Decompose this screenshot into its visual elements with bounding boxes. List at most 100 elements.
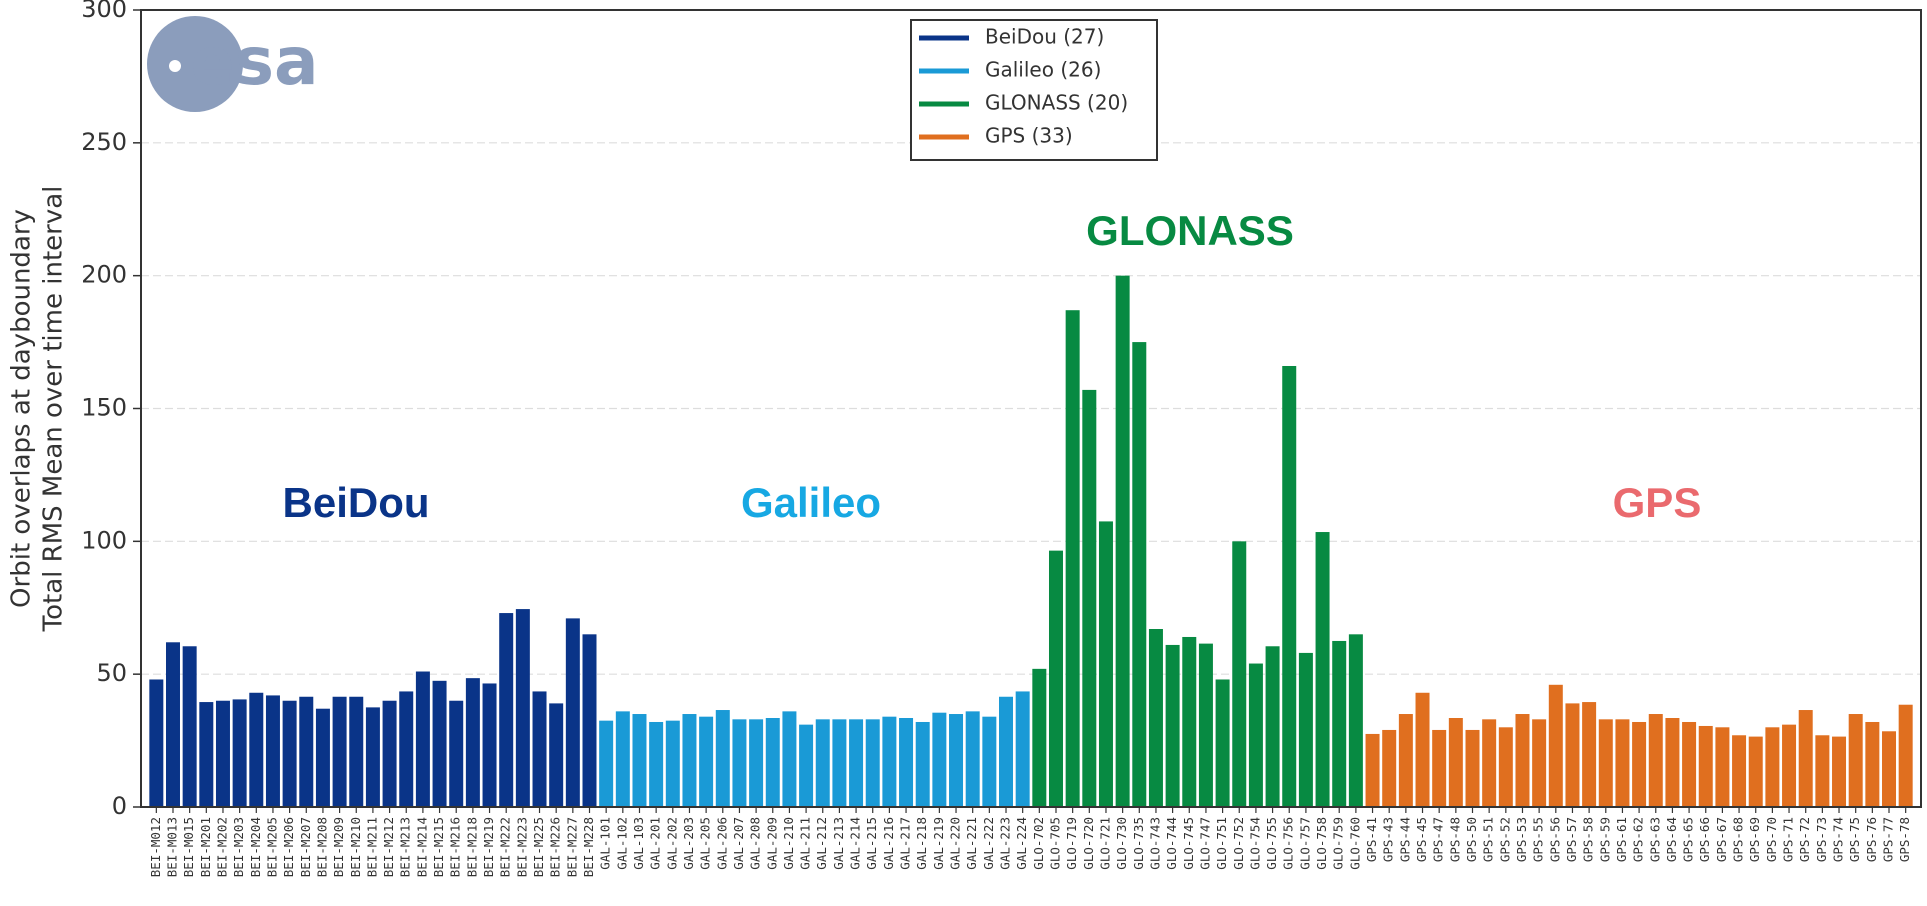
x-tick-label: GLO-747 [1197, 817, 1212, 870]
bar [1182, 636, 1197, 807]
bar [1582, 702, 1597, 807]
x-tick-label: GLO-755 [1264, 817, 1279, 870]
x-tick-label: GLO-759 [1331, 817, 1346, 870]
bar [415, 671, 430, 807]
bar [1482, 719, 1497, 807]
x-tick-label: GLO-730 [1114, 817, 1129, 870]
bar [1465, 729, 1480, 807]
bar [815, 719, 830, 807]
y-tick-label: 300 [81, 0, 127, 23]
bar [682, 714, 697, 807]
bar [832, 719, 847, 807]
x-tick-label: GPS-68 [1731, 817, 1746, 862]
bar [949, 714, 964, 807]
plot-frame [140, 9, 1922, 808]
bar [1115, 275, 1130, 808]
x-tick-label: GAL-224 [1014, 817, 1029, 870]
x-tick-label: GPS-48 [1447, 817, 1462, 862]
x-tick-label: BEI-M211 [364, 817, 379, 877]
x-tick-label: BEI-M203 [231, 817, 246, 877]
bar [1365, 733, 1380, 807]
x-tick-label: GLO-758 [1314, 817, 1329, 870]
x-tick-label: GPS-75 [1847, 817, 1862, 862]
x-tick-label: GLO-705 [1047, 817, 1062, 870]
x-tick-label: GAL-207 [731, 817, 746, 870]
bar [282, 700, 297, 807]
x-tick-label: GPS-66 [1697, 817, 1712, 862]
x-tick-label: BEI-M015 [181, 817, 196, 877]
x-tick-label: GAL-101 [598, 817, 613, 870]
bar [332, 696, 347, 807]
bar [1165, 644, 1180, 807]
x-tick-label: GPS-77 [1881, 817, 1896, 862]
x-tick-label: BEI-M201 [198, 817, 213, 877]
bar [1332, 640, 1347, 807]
x-tick-label: GPS-53 [1514, 817, 1529, 862]
x-tick-label: GPS-69 [1747, 817, 1762, 862]
bar [1348, 634, 1363, 807]
x-tick-label: GPS-62 [1631, 817, 1646, 862]
x-tick-label: GPS-52 [1497, 817, 1512, 862]
x-tick-label: BEI-M202 [214, 817, 229, 877]
bar [599, 720, 614, 807]
bar [1032, 668, 1047, 807]
bar [1265, 646, 1280, 807]
bar [1548, 684, 1563, 807]
x-tick-label: GPS-65 [1681, 817, 1696, 862]
bar [715, 710, 730, 807]
x-tick-label: BEI-M226 [548, 817, 563, 877]
bar [149, 679, 164, 807]
x-tick-label: GLO-743 [1147, 817, 1162, 870]
bar [515, 609, 530, 807]
x-tick-label: GLO-751 [1214, 817, 1229, 870]
x-tick-label: GLO-735 [1131, 817, 1146, 870]
bar [632, 714, 647, 807]
bar [1598, 719, 1613, 807]
x-tick-label: GPS-41 [1364, 817, 1379, 862]
bar [199, 702, 214, 807]
x-tick-label: BEI-M214 [414, 817, 429, 877]
y-tick-label: 150 [81, 394, 127, 422]
x-tick-label: GPS-51 [1481, 817, 1496, 862]
bar [965, 711, 980, 807]
bar [615, 711, 630, 807]
bar [182, 646, 197, 807]
bar [1698, 725, 1713, 807]
bar [1415, 692, 1430, 807]
bar [999, 696, 1014, 807]
bar [549, 703, 564, 807]
bar [482, 683, 497, 807]
x-tick-label: GPS-72 [1797, 817, 1812, 862]
x-tick-label: BEI-M012 [148, 817, 163, 877]
bar [315, 708, 330, 807]
x-tick-label: GAL-221 [964, 817, 979, 870]
x-tick-label: BEI-M207 [298, 817, 313, 877]
x-tick-label: BEI-M222 [498, 817, 513, 877]
bar [732, 719, 747, 807]
x-tick-label: BEI-M209 [331, 817, 346, 877]
group-annotation: Galileo [741, 479, 881, 526]
x-tick-label: GAL-223 [998, 817, 1013, 870]
bar [1832, 736, 1847, 807]
x-tick-label: GLO-757 [1297, 817, 1312, 870]
x-tick-label: GAL-208 [748, 817, 763, 870]
x-tick-label: GAL-209 [764, 817, 779, 870]
bar [765, 718, 780, 807]
bar [265, 695, 280, 807]
bar [649, 721, 664, 807]
legend-label: GLONASS (20) [985, 91, 1128, 115]
x-tick-label: GPS-64 [1664, 817, 1679, 862]
logo: esa [147, 16, 319, 112]
bar [1098, 521, 1113, 807]
bar [799, 724, 814, 807]
x-tick-label: BEI-M225 [531, 817, 546, 877]
x-tick-label: BEI-M013 [164, 817, 179, 877]
bar [1765, 727, 1780, 807]
y-tick-label: 250 [81, 128, 127, 156]
bar [782, 711, 797, 807]
x-tick-label: GLO-702 [1031, 817, 1046, 870]
bar [849, 719, 864, 807]
bar [1748, 736, 1763, 807]
x-tick-label: GAL-210 [781, 817, 796, 870]
bar [915, 721, 930, 807]
